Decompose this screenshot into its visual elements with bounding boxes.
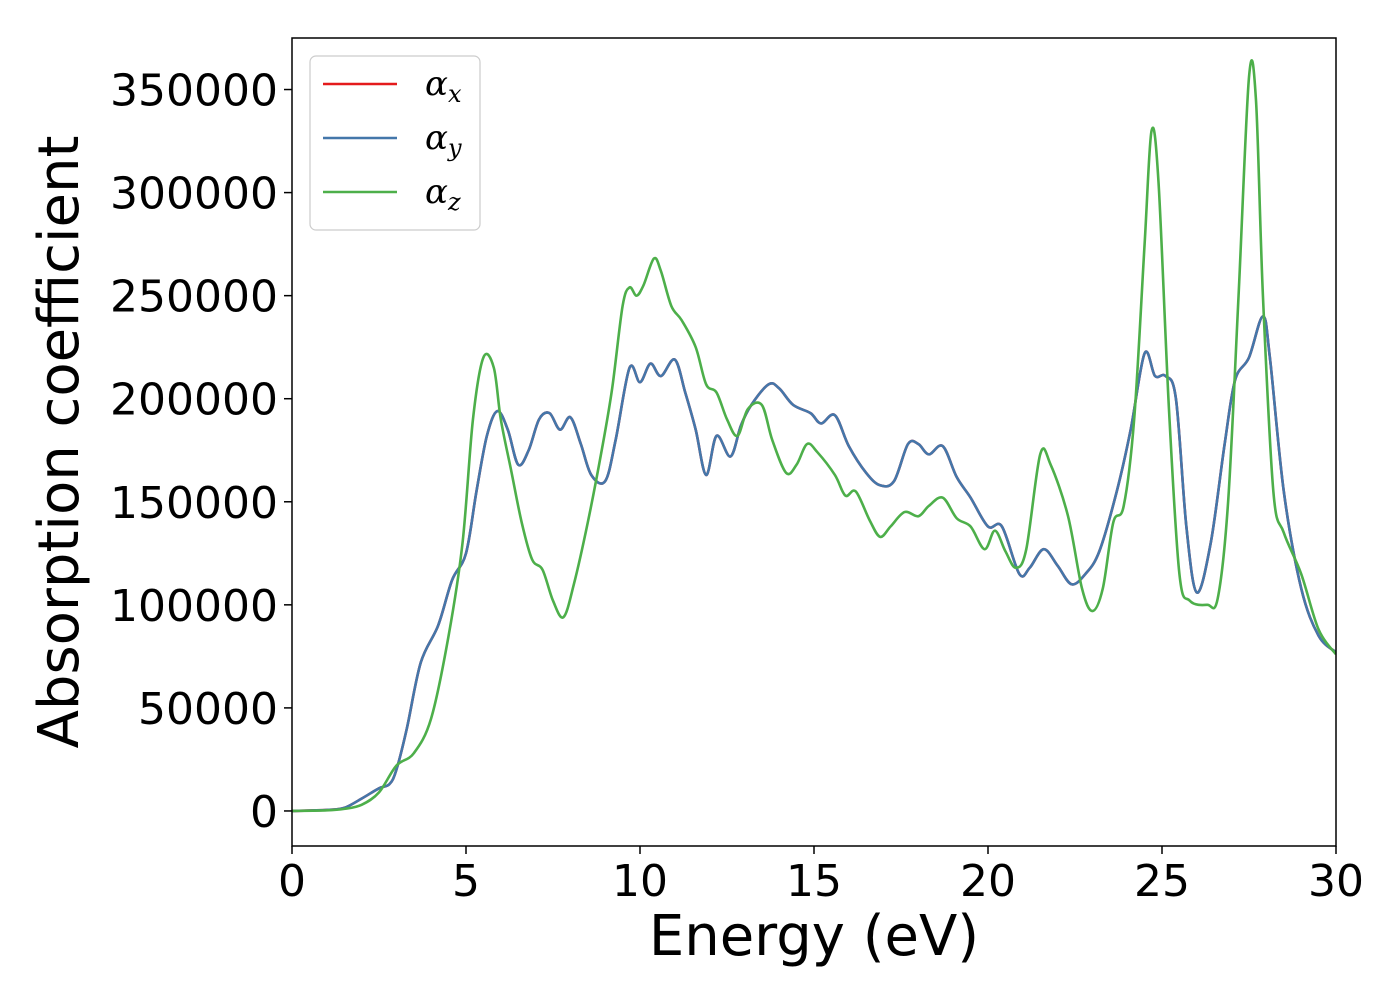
y-tick-label: 350000 <box>110 66 278 117</box>
legend-box <box>309 55 481 231</box>
y-tick-label: 150000 <box>110 478 278 529</box>
x-tick-label: 30 <box>1308 856 1364 907</box>
y-tick-label: 200000 <box>110 375 278 426</box>
legend-label-x: αx <box>425 64 462 108</box>
x-tick-label: 15 <box>786 856 842 907</box>
x-tick-label: 0 <box>278 856 306 907</box>
x-tick-label: 20 <box>960 856 1016 907</box>
y-tick-label: 0 <box>250 787 278 838</box>
legend-label-z: αz <box>425 172 461 216</box>
y-tick-label: 100000 <box>110 581 278 632</box>
x-axis-label: Energy (eV) <box>649 904 979 969</box>
x-tick-label: 25 <box>1134 856 1190 907</box>
y-tick-label: 300000 <box>110 169 278 220</box>
ticks-layer: 0 5 10 15 20 25 30 0 50000 100000 150000 200000 2500… <box>110 66 1364 907</box>
series-layer <box>292 59 1336 813</box>
series-line-z <box>292 59 1336 813</box>
y-tick-label: 250000 <box>110 272 278 323</box>
series-line-y <box>292 314 1336 813</box>
y-axis-label: Absorption coefficient <box>27 136 92 749</box>
y-tick-label: 50000 <box>138 684 278 735</box>
x-tick-label: 5 <box>452 856 480 907</box>
x-tick-label: 10 <box>612 856 668 907</box>
legend: αx αy αz <box>309 55 481 231</box>
series-group <box>292 59 1336 813</box>
legend-label-y: αy <box>425 118 462 162</box>
